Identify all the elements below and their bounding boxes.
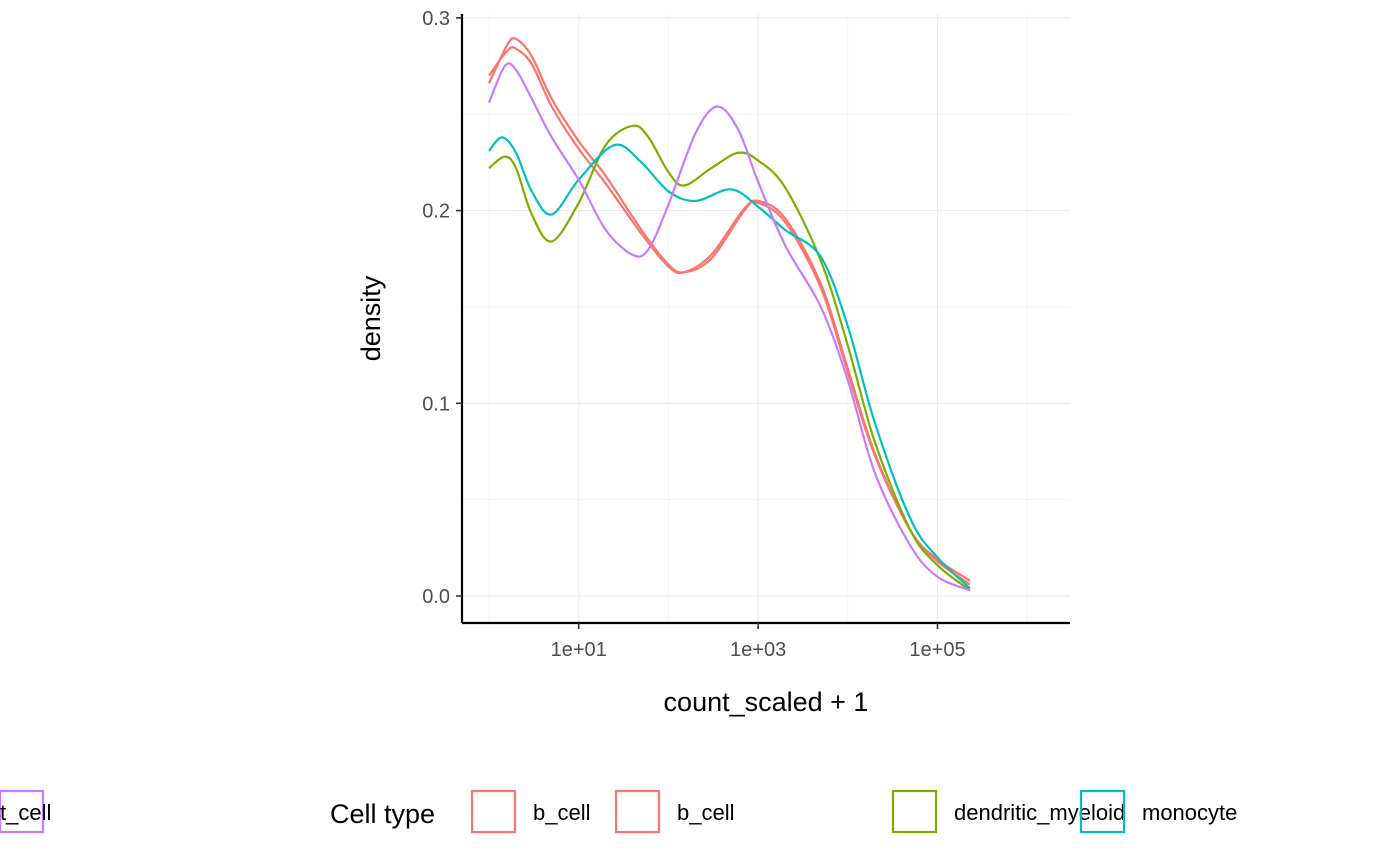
legend-label: t_cell: [0, 800, 51, 825]
gridlines: [462, 14, 1070, 623]
series-line-monocyte: [488, 136, 971, 590]
legend-key-b-cell: [614, 789, 661, 834]
y-tick-label: 0.0: [422, 586, 450, 608]
legend-key-b-cell: [470, 789, 517, 834]
y-tick-label: 0.1: [422, 393, 450, 415]
axes: [456, 14, 1070, 629]
x-tick-labels: 1e+01 1e+03 1e+05: [551, 639, 966, 661]
legend-label: b_cell: [533, 800, 590, 825]
legend-key-dendritic-myeloid: [891, 789, 938, 834]
series-line-t-cell: [487, 62, 971, 592]
legend-label: b_cell: [677, 800, 734, 825]
legend-key-monocyte: [1079, 789, 1126, 834]
legend-label: monocyte: [1142, 800, 1237, 825]
y-tick-label: 0.3: [422, 8, 450, 30]
x-tick-label: 1e+03: [730, 639, 786, 661]
y-tick-label: 0.2: [422, 201, 450, 223]
legend: Cell type b_cell b_cell dendritic_myeloid m…: [0, 789, 1237, 834]
x-tick-label: 1e+05: [909, 639, 965, 661]
y-axis-title: density: [356, 275, 386, 361]
legend-label: dendritic_myeloid: [954, 800, 1125, 825]
x-axis-title: count_scaled + 1: [664, 687, 869, 717]
series-line-dendritic-myeloid: [488, 124, 971, 592]
x-tick-label: 1e+01: [551, 639, 607, 661]
series-line-b-cell: [488, 46, 971, 582]
legend-key-t-cell: [0, 789, 45, 834]
density-lines: [487, 36, 971, 592]
y-tick-labels: 0.0 0.1 0.2 0.3: [422, 8, 450, 608]
legend-title: Cell type: [330, 799, 435, 829]
